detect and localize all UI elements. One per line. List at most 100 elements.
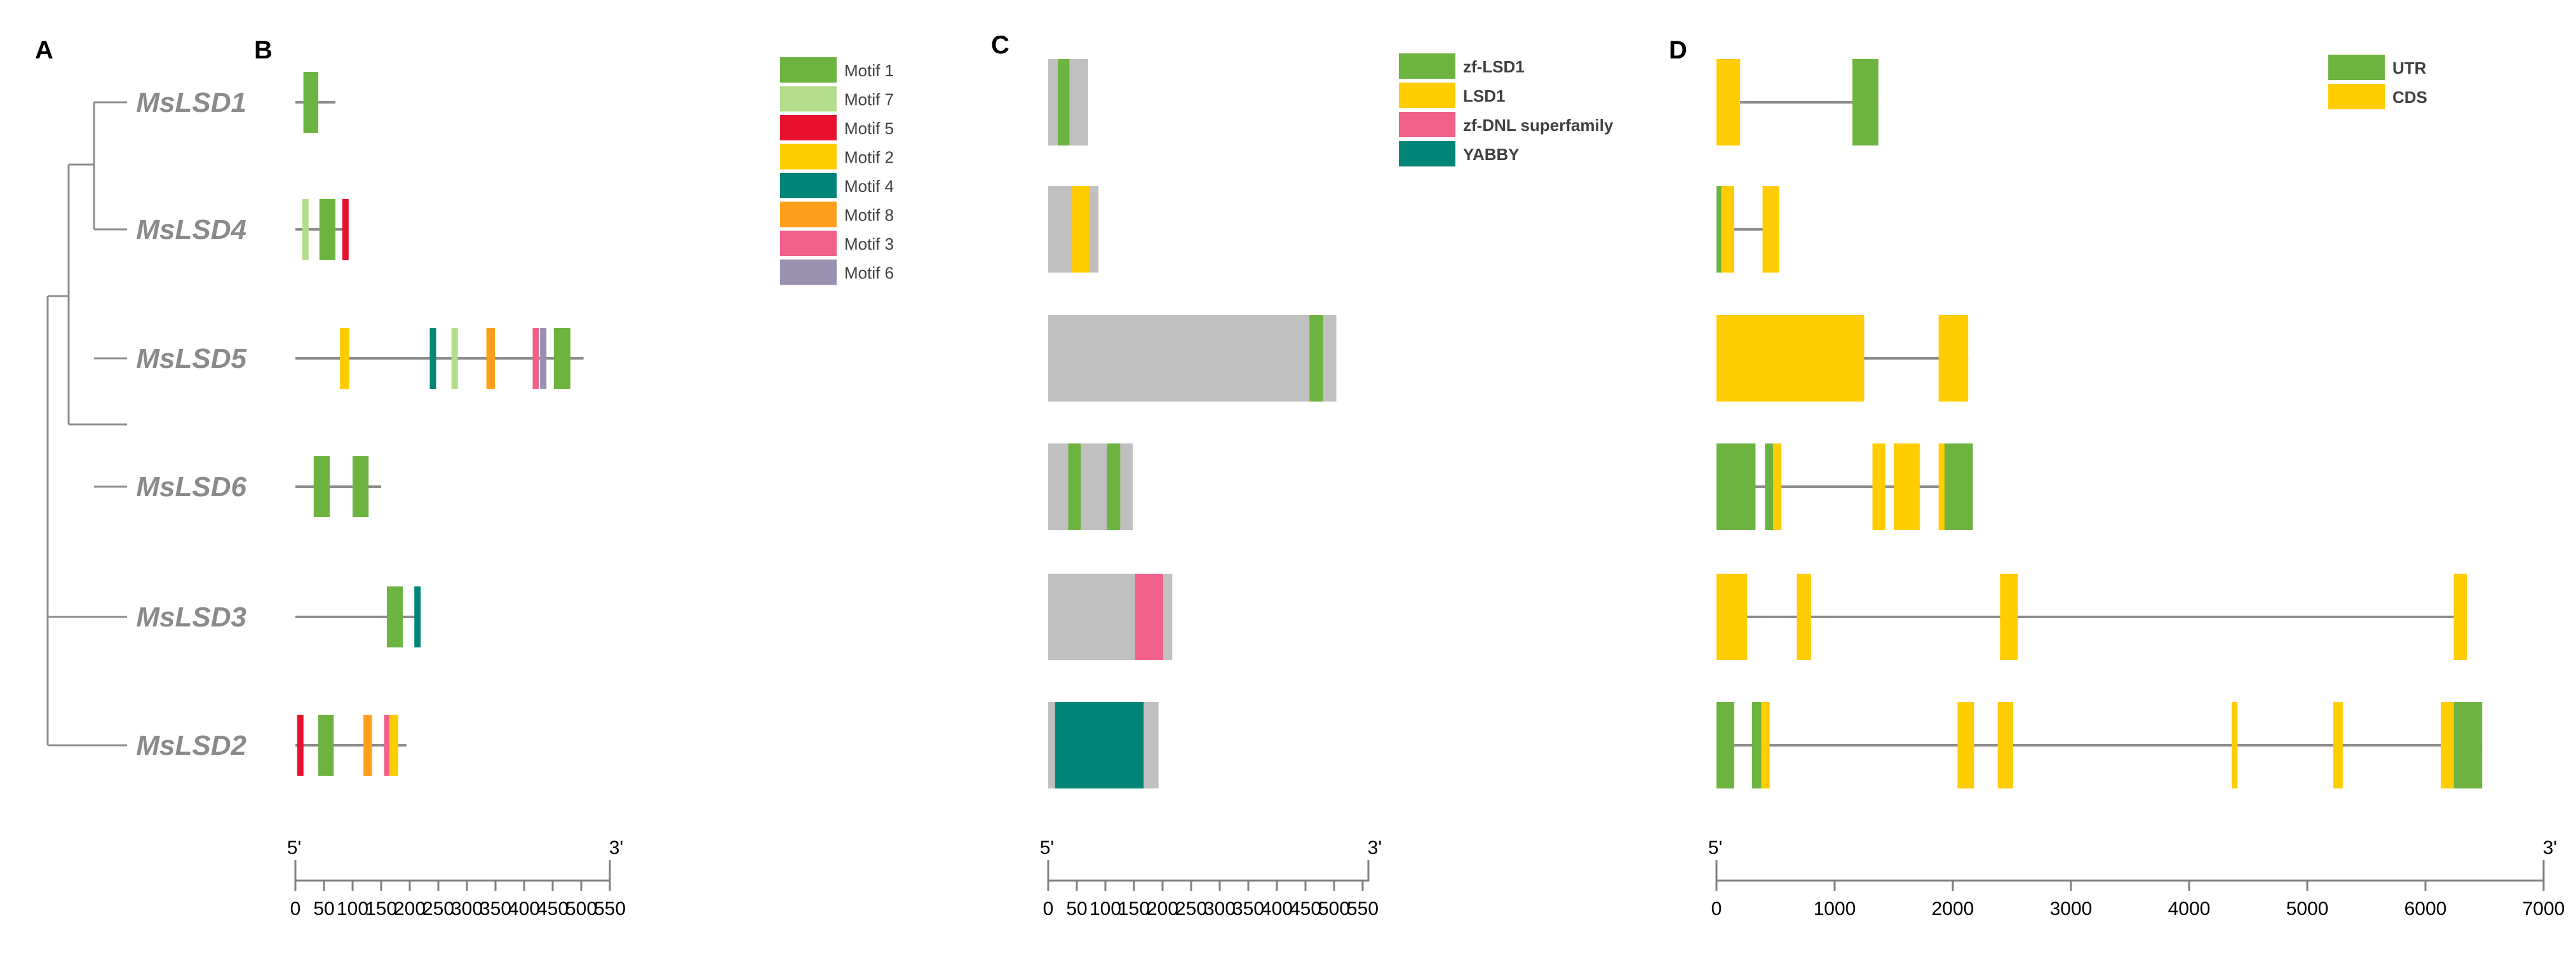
- gene-feature-cds: [2231, 702, 2238, 788]
- axis-tick-label: 450: [1290, 898, 1321, 919]
- tree-root-branch: [46, 295, 127, 747]
- gene-feature-cds: [1997, 702, 2013, 788]
- gene-name-mslsd3: MsLSD3: [136, 602, 246, 633]
- gene-feature-cds: [2333, 702, 2343, 788]
- gene-feature-utr: [1751, 702, 1762, 788]
- legend-swatch-motif-5: [780, 115, 837, 140]
- axis-start-label: 5': [1708, 837, 1722, 858]
- domain-box-zf-lsd1: [1309, 315, 1323, 402]
- legend-label-motif-8: Motif 8: [844, 206, 894, 225]
- axis-tick-label: 500: [565, 898, 597, 919]
- axis-tick-label: 550: [1347, 898, 1379, 919]
- legend-swatch-motif-2: [780, 144, 837, 170]
- gene-feature-cds: [1938, 315, 1969, 402]
- legend-swatch-motif-4: [780, 173, 837, 198]
- panel-label-d: D: [1669, 36, 1687, 64]
- gene-name-list: MsLSD1 MsLSD4 MsLSD5 MsLSD6 MsLSD3 MsLSD2: [136, 87, 246, 761]
- axis-baseline: [294, 860, 611, 882]
- legend-swatch-motif-8: [780, 201, 837, 227]
- motif-box-motif-1: [319, 199, 335, 260]
- legend-label-cds: CDS: [2392, 88, 2427, 107]
- motif-box-motif-2: [389, 715, 398, 776]
- legend-swatch-motif-3: [780, 231, 837, 256]
- gene-feature-cds: [2441, 702, 2454, 788]
- axis-tick-label: 50: [313, 898, 334, 919]
- panel-label-a: A: [35, 36, 53, 64]
- axis-tick-label: 150: [365, 898, 397, 919]
- motif-box-motif-1: [318, 715, 334, 776]
- axis-tick-label: 1000: [1814, 898, 1856, 919]
- domain-box-yabby: [1055, 702, 1144, 788]
- axis-tick-label: 400: [1261, 898, 1293, 919]
- panel-label-b: B: [254, 36, 273, 64]
- legend-label-motif-1: Motif 1: [844, 61, 894, 80]
- gene-feature-cds: [1957, 702, 1974, 788]
- legend-label-utr: UTR: [2392, 58, 2427, 78]
- domain-panel: [1048, 59, 1337, 788]
- motif-box-motif-2: [340, 328, 349, 389]
- legend-label-motif-2: Motif 2: [844, 148, 894, 167]
- gene-feature-utr: [1716, 443, 1756, 530]
- axis-tick-label: 100: [1089, 898, 1121, 919]
- motif-box-motif-8: [363, 715, 372, 776]
- axis-start-label: 5': [287, 837, 301, 858]
- axis-baseline: [1715, 860, 2545, 882]
- legend-label-lsd1: LSD1: [1463, 86, 1505, 105]
- gene-structure-panel: [1716, 59, 2483, 788]
- axis-tick-label: 300: [451, 898, 483, 919]
- gene-name-mslsd6: MsLSD6: [136, 471, 246, 503]
- gene-feature-cds: [1716, 315, 1865, 402]
- legend-swatch-motif-6: [780, 259, 837, 285]
- motif-box-motif-4: [429, 328, 436, 389]
- motif-legend: Motif 1 Motif 7 Motif 5 Motif 2 Motif 4 Motif…: [780, 57, 894, 285]
- motif-box-motif-5: [342, 199, 349, 260]
- domain-box-zf-dnl-superfamily: [1135, 574, 1163, 660]
- tree-subclade-branch: [93, 101, 127, 231]
- axis-end-label: 3': [1368, 837, 1382, 858]
- legend-swatch-yabby: [1399, 141, 1455, 166]
- motif-box-motif-4: [414, 586, 421, 647]
- gene-feature-cds: [1721, 186, 1734, 273]
- axis-end-label: 3': [2543, 837, 2557, 858]
- axis-tick-label: 350: [1232, 898, 1264, 919]
- motif-panel: [295, 72, 584, 776]
- legend-label-motif-7: Motif 7: [844, 90, 894, 109]
- axis-tick-label: 50: [1066, 898, 1087, 919]
- legend-swatch-motif-1: [780, 57, 837, 83]
- legend-swatch-motif-7: [780, 86, 837, 112]
- axis-tick-label: 5000: [2286, 898, 2329, 919]
- gene-name-mslsd5: MsLSD5: [136, 343, 246, 374]
- motif-box-motif-1: [553, 328, 570, 389]
- axis-start-label: 5': [1040, 837, 1054, 858]
- gene-name-mslsd2: MsLSD2: [136, 730, 246, 761]
- motif-box-motif-5: [297, 715, 304, 776]
- protein-body-mslsd5: [1048, 315, 1337, 402]
- legend-label-motif-5: Motif 5: [844, 119, 894, 138]
- gene-name-mslsd1: MsLSD1: [136, 87, 246, 118]
- panel-label-c: C: [991, 31, 1009, 59]
- axis-tick-label: 0: [1711, 898, 1722, 919]
- gene-feature-utr: [1716, 702, 1734, 788]
- legend-swatch-zf-dnl-superfamily: [1399, 112, 1455, 137]
- legend-swatch-utr: [2328, 55, 2385, 80]
- domain-box-zf-lsd1: [1058, 59, 1070, 145]
- axis-tick-label: 4000: [2168, 898, 2211, 919]
- motif-box-motif-8: [486, 328, 496, 389]
- motif-box-motif-1: [353, 456, 369, 517]
- legend-label-zf-lsd1: zf-LSD1: [1463, 57, 1525, 76]
- tree-clade-branch: [67, 163, 127, 426]
- axis-tick-label: 400: [508, 898, 540, 919]
- motif-box-motif-1: [303, 72, 318, 133]
- axis-end-label: 3': [609, 837, 623, 858]
- gene-feature-utr: [1765, 443, 1774, 530]
- gene-feature-cds: [1762, 186, 1779, 273]
- gene-feature-cds: [1773, 443, 1782, 530]
- gene-feature-cds: [1872, 443, 1885, 530]
- legend-label-motif-4: Motif 4: [844, 177, 894, 196]
- structure-legend: UTR CDS: [2328, 55, 2427, 109]
- axis-tick-label: 150: [1118, 898, 1150, 919]
- legend-label-motif-3: Motif 3: [844, 234, 894, 254]
